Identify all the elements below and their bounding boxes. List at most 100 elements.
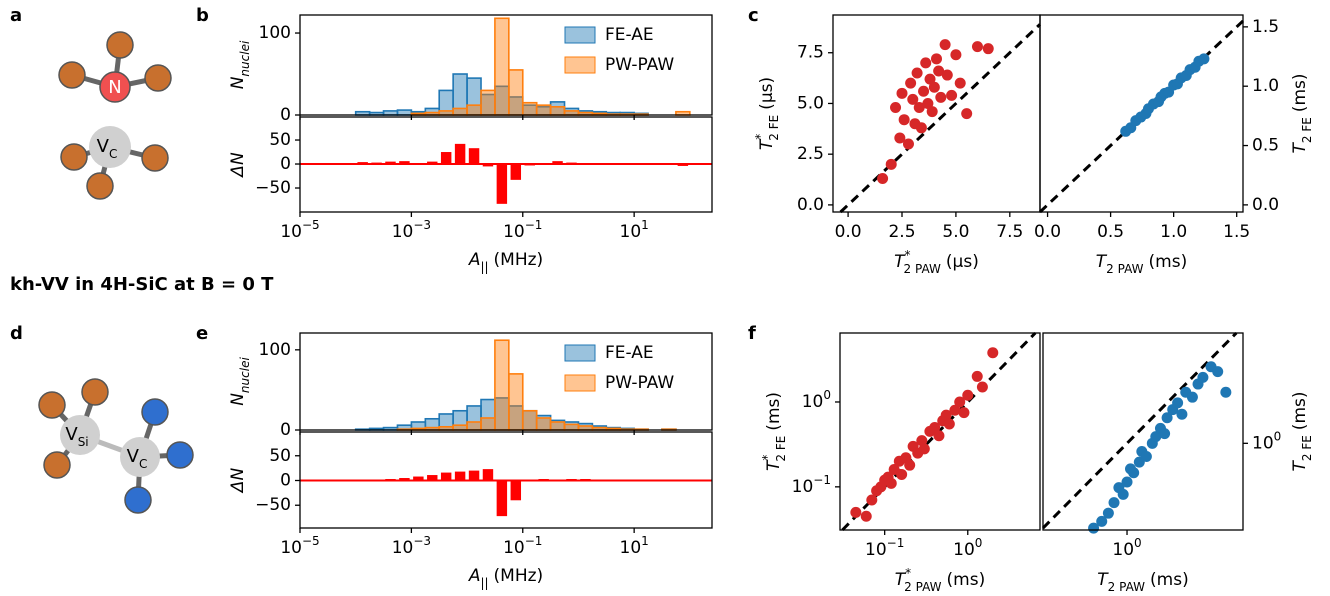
difference-bar (468, 470, 480, 481)
axis-label: Nnuclei (228, 40, 252, 89)
label-symbol: T (894, 252, 906, 272)
scatter-point (958, 407, 970, 419)
tick-label: 100 (1252, 429, 1281, 454)
legend-swatch (564, 344, 596, 362)
vacancy-sub: Si (78, 435, 89, 449)
difference-bar (496, 480, 508, 517)
scatter-point (933, 430, 945, 442)
difference-bar (413, 476, 424, 481)
label-sub: 2 PAW (904, 262, 941, 276)
tick-label: 10−5 (280, 534, 319, 559)
histogram-bar (396, 109, 413, 116)
tick-exponent: −3 (413, 218, 431, 232)
label-symbol: T (757, 138, 777, 150)
scatter-point (940, 409, 952, 421)
difference-bar (371, 162, 382, 165)
difference-bar (399, 478, 410, 481)
axis-label: T2 PAW (ms) (1097, 570, 1188, 594)
histogram-bar (521, 101, 538, 116)
scatter-point (1220, 386, 1232, 398)
axis-label: A|| (MHz) (468, 250, 543, 274)
scatter-point (866, 494, 878, 506)
histogram-bar (521, 409, 538, 431)
scatter-point (987, 347, 999, 359)
histogram-bar (563, 423, 580, 431)
tick-base: −50 (255, 178, 291, 198)
tick-exponent: −1 (813, 472, 831, 486)
scatter-point (1117, 488, 1129, 500)
legend-swatch (564, 56, 596, 74)
tick-label: 0 (280, 420, 291, 440)
vacancy-sub: C (139, 457, 147, 471)
tick-label: 0.0 (1034, 222, 1061, 242)
label-unit: (ms) (1149, 252, 1188, 272)
label-symbol: T (1290, 460, 1310, 472)
legend-label: PW-PAW (605, 373, 674, 393)
vacancy-sub: C (109, 147, 117, 161)
tick-exponent: −5 (302, 218, 320, 232)
difference-bar (482, 469, 494, 481)
axes-frame (299, 14, 713, 116)
difference-bar (440, 472, 452, 481)
label-sub: 2 FE (1300, 435, 1314, 461)
tick-label: 7.5 (996, 222, 1023, 242)
difference-bar (468, 148, 480, 165)
label-sub: 2 PAW (1108, 580, 1145, 594)
scatter-point (939, 39, 951, 51)
difference-bar (538, 164, 549, 165)
tick-base: 10 (392, 222, 414, 242)
scatter-point (911, 67, 923, 79)
scatter-point (877, 173, 889, 185)
tick-base: 10 (503, 538, 525, 558)
vacancy-symbol: V (65, 424, 78, 445)
tick-base: 10 (280, 538, 302, 558)
label-symbol: T (1096, 252, 1108, 272)
scatter-point (898, 114, 910, 126)
difference-bar (552, 161, 563, 165)
scatter-point (1198, 53, 1210, 65)
difference-bar (524, 164, 535, 166)
histogram-bar (480, 89, 496, 116)
atom-label: N (108, 77, 121, 98)
reference-line (1041, 331, 1238, 530)
scatter-point (1197, 371, 1209, 383)
panel-letter: b (196, 5, 209, 26)
tick-base: 10 (392, 538, 414, 558)
difference-bar (427, 161, 438, 165)
tick-label: 10−3 (392, 218, 431, 243)
scatter-point (1128, 467, 1140, 479)
axes-frame (839, 332, 1041, 531)
scatter-point (950, 49, 962, 61)
vacancy-symbol: V (97, 136, 110, 157)
legend-swatch (564, 26, 596, 44)
histogram-bar (508, 373, 524, 431)
axis-label: ΔN (228, 468, 248, 495)
histogram-bar (452, 424, 468, 431)
scatter-point (896, 87, 908, 99)
label-sup: * (760, 455, 774, 461)
scatter-point (1172, 397, 1184, 409)
vacancy-label: VSi (65, 424, 88, 449)
scatter-point (961, 108, 973, 120)
difference-bar (357, 162, 368, 165)
scatter-point (949, 404, 961, 416)
tick-base: −50 (255, 495, 291, 515)
molecule-bottom (38, 378, 194, 514)
axis-label: T2 FE (ms) (1290, 391, 1314, 471)
legend-label: FE-AE (605, 25, 654, 45)
scatter-point (933, 65, 945, 77)
molecule-top (58, 31, 172, 200)
tick-label: 100 (953, 536, 982, 561)
tick-label: 1.0 (1252, 76, 1279, 96)
difference-bar (371, 479, 382, 481)
difference-bar (510, 164, 522, 180)
reference-line (839, 23, 1042, 214)
scatter-point (971, 370, 983, 382)
scatter-point (1088, 522, 1100, 534)
label-sub: 2 PAW (904, 580, 941, 594)
vacancy-label: VC (127, 446, 148, 471)
tick-label: 10−5 (280, 218, 319, 243)
tick-label: 1.0 (1160, 222, 1187, 242)
scatter-point (885, 477, 897, 489)
tick-exponent: −3 (413, 534, 431, 548)
